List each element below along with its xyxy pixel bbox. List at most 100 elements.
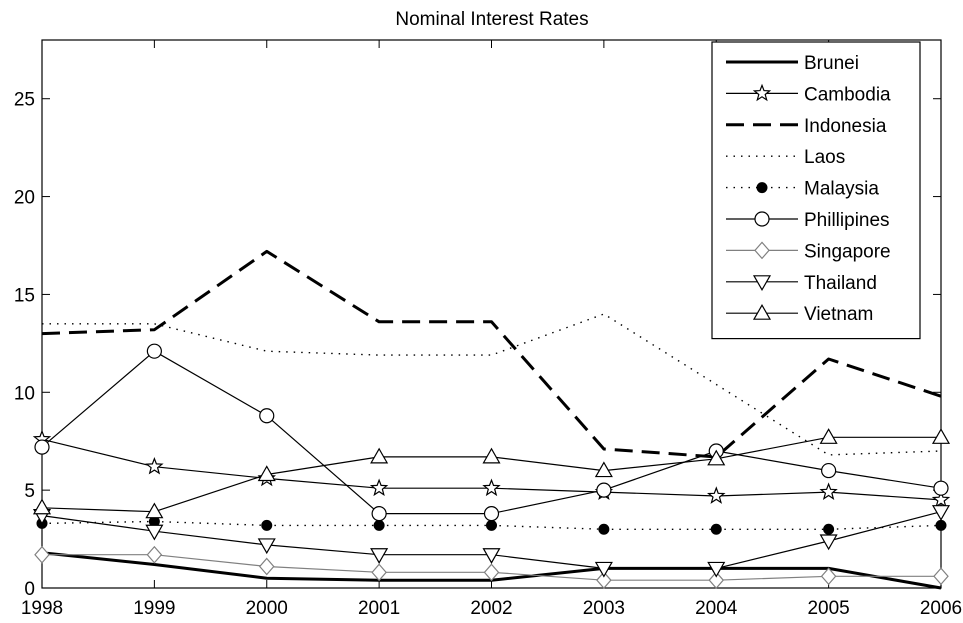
x-tick-label: 1999 xyxy=(133,598,175,619)
legend-label-cambodia: Cambodia xyxy=(804,84,891,105)
data-point-dot xyxy=(373,519,385,531)
axes: 0 5 10 15 20 25 1998 1999 2000 2001 2002 2003 2004 20… xyxy=(14,39,962,619)
data-point-triangle-down xyxy=(752,275,772,292)
data-point-star xyxy=(482,478,501,497)
legend-item-cambodia: Cambodia xyxy=(726,83,891,105)
legend-item-vietnam: Vietnam xyxy=(726,303,873,325)
data-point-star xyxy=(752,83,772,102)
legend-label-vietnam: Vietnam xyxy=(804,304,873,325)
x-tick-label: 2003 xyxy=(583,598,625,619)
data-point-triangle-up xyxy=(482,447,501,464)
y-tick-label: 0 xyxy=(24,579,35,600)
data-point-diamond xyxy=(933,567,949,586)
data-point-dot xyxy=(935,519,947,531)
data-point-diamond xyxy=(754,241,770,260)
data-point-dot xyxy=(710,523,722,535)
legend-item-indonesia: Indonesia xyxy=(726,116,887,137)
x-tick-label: 1998 xyxy=(21,598,63,619)
data-point-diamond xyxy=(483,563,500,582)
series-phillipines xyxy=(34,343,949,522)
series-layer xyxy=(32,249,951,590)
series-laos xyxy=(42,313,942,456)
data-point-diamond xyxy=(258,557,275,576)
data-point-triangle-down xyxy=(145,524,164,541)
legend-label-phillipines: Phillipines xyxy=(804,210,890,231)
legend-label-indonesia: Indonesia xyxy=(804,116,887,137)
y-tick-label: 5 xyxy=(24,481,35,502)
legend-label-singapore: Singapore xyxy=(804,241,891,262)
x-tick-label: 2005 xyxy=(807,598,849,619)
data-point-triangle-down xyxy=(594,561,613,578)
data-point-star xyxy=(706,486,726,504)
data-point-diamond xyxy=(146,545,163,564)
data-point-diamond xyxy=(34,545,50,564)
x-tick-label: 2004 xyxy=(695,598,738,619)
data-point-triangle-down xyxy=(819,534,838,551)
data-point-circle xyxy=(483,506,500,522)
y-tick-label: 10 xyxy=(14,383,35,404)
legend-item-laos: Laos xyxy=(726,147,845,168)
data-point-circle xyxy=(34,439,50,455)
data-point-triangle-up xyxy=(707,449,726,466)
chart-title: Nominal Interest Rates xyxy=(395,9,588,30)
x-tick-label: 2002 xyxy=(470,598,512,619)
legend: Brunei Cambodia Indonesia Laos Malaysia Phill… xyxy=(711,41,921,340)
data-point-triangle-up xyxy=(594,461,613,478)
data-point-star xyxy=(931,490,951,508)
data-point-circle xyxy=(933,480,949,496)
series-indonesia xyxy=(41,249,942,459)
data-point-dot xyxy=(486,519,497,531)
data-point-circle xyxy=(371,506,387,522)
series-vietnam xyxy=(32,428,951,519)
data-point-star xyxy=(145,457,164,475)
data-point-triangle-down xyxy=(707,561,726,578)
data-point-triangle-up xyxy=(752,303,772,320)
data-point-triangle-up xyxy=(32,498,52,515)
series-line-laos xyxy=(42,313,942,456)
data-point-triangle-up xyxy=(370,447,389,464)
data-point-diamond xyxy=(371,563,387,582)
legend-label-thailand: Thailand xyxy=(804,273,877,294)
data-point-dot xyxy=(756,182,768,194)
data-point-triangle-down xyxy=(931,505,951,521)
legend-label-laos: Laos xyxy=(804,147,845,168)
data-point-star xyxy=(819,482,838,500)
legend-label-brunei: Brunei xyxy=(804,53,859,74)
data-point-circle xyxy=(754,211,770,227)
data-point-circle xyxy=(596,482,612,498)
data-point-triangle-up xyxy=(931,428,951,444)
data-point-diamond xyxy=(596,571,612,590)
data-point-triangle-down xyxy=(370,548,389,564)
data-point-dot xyxy=(598,523,610,535)
data-point-triangle-up xyxy=(257,465,276,482)
legend-item-singapore: Singapore xyxy=(726,241,891,262)
legend-label-malaysia: Malaysia xyxy=(804,179,879,200)
data-point-triangle-up xyxy=(819,428,838,444)
series-thailand xyxy=(32,505,951,578)
data-point-circle xyxy=(259,408,275,424)
data-point-diamond xyxy=(820,567,837,586)
data-point-diamond xyxy=(708,571,725,590)
y-tick-label: 15 xyxy=(14,285,35,306)
data-point-star xyxy=(369,478,389,497)
x-tick-label: 2006 xyxy=(920,598,962,619)
y-tick-label: 25 xyxy=(14,90,35,111)
series-line-indonesia xyxy=(41,249,942,459)
series-cambodia xyxy=(32,429,951,508)
x-tick-label: 2000 xyxy=(246,598,288,619)
legend-item-malaysia: Malaysia xyxy=(726,179,879,200)
series-singapore xyxy=(34,545,949,590)
legend-item-thailand: Thailand xyxy=(726,273,877,294)
data-point-circle xyxy=(146,343,162,359)
data-point-triangle-up xyxy=(145,502,164,519)
data-point-triangle-down xyxy=(257,538,276,555)
data-point-circle xyxy=(821,462,837,479)
legend-box xyxy=(711,41,921,340)
legend-item-brunei: Brunei xyxy=(726,53,859,74)
legend-item-phillipines: Phillipines xyxy=(726,210,890,231)
x-tick-label: 2001 xyxy=(358,598,400,619)
y-tick-label: 20 xyxy=(14,188,35,209)
data-point-dot xyxy=(823,523,835,535)
data-point-dot xyxy=(261,519,273,531)
